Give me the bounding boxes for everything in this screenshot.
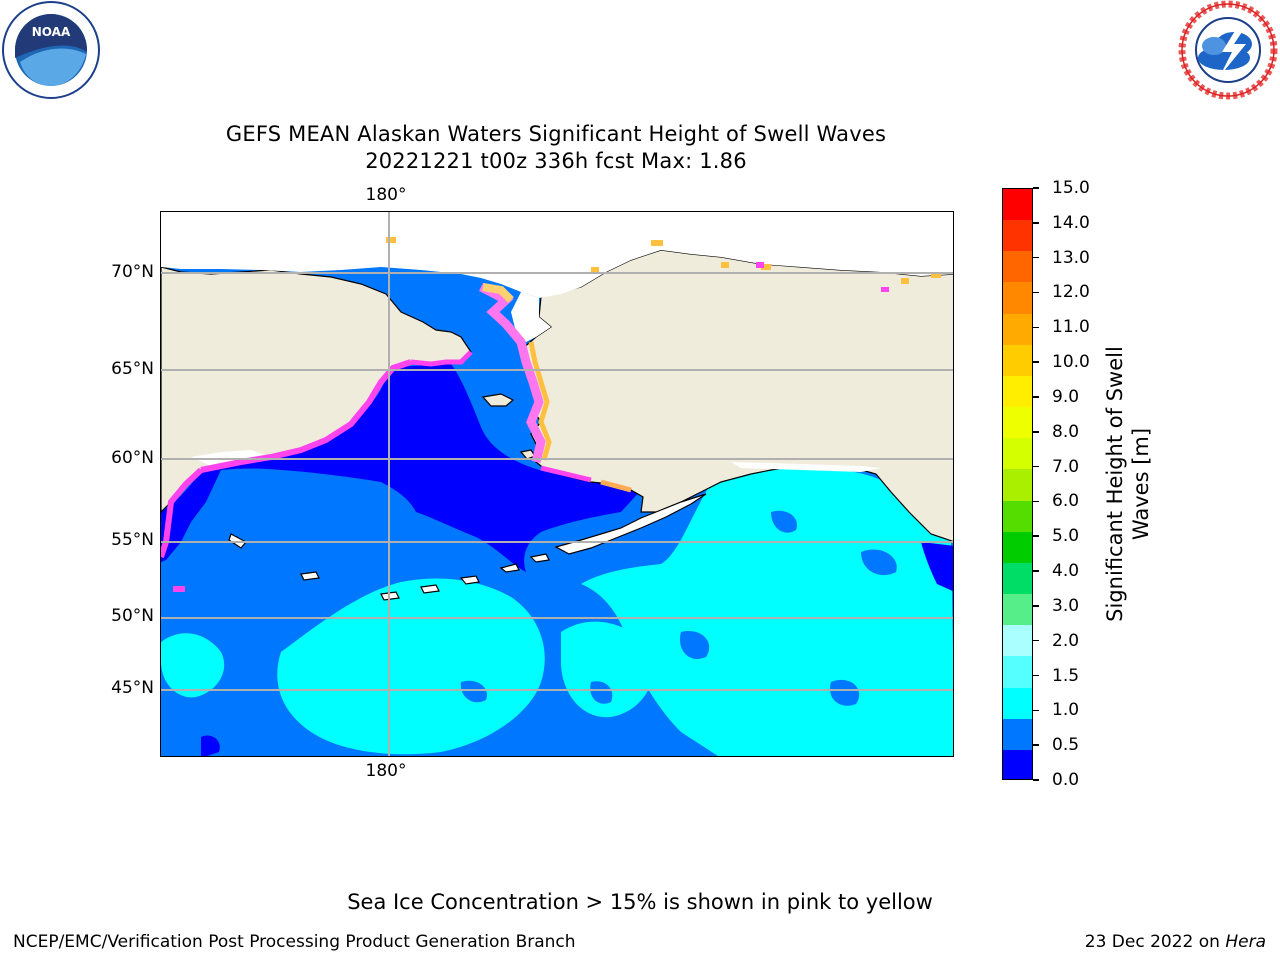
colorbar-tick-label: 5.0	[1052, 526, 1080, 547]
colorbar-tick-label: 10.0	[1052, 352, 1090, 373]
colorbar-tick-label: 12.0	[1052, 282, 1090, 303]
nws-logo	[1178, 0, 1278, 100]
colorbar-tick-mark	[1033, 709, 1039, 712]
colorbar-segment	[1003, 344, 1032, 377]
lat-label-55: 55°N	[111, 530, 154, 550]
swell-1-1.5m-regions	[161, 463, 953, 756]
colorbar-tick-mark	[1033, 361, 1039, 363]
colorbar-tick-mark	[1033, 326, 1039, 329]
colorbar-segment	[1003, 220, 1032, 252]
colorbar-tick-label: 11.0	[1052, 317, 1090, 338]
lon-label-top: 180°	[365, 185, 407, 205]
colorbar-tick-mark	[1033, 256, 1039, 259]
colorbar-segment	[1003, 282, 1032, 315]
colorbar-segment	[1003, 656, 1032, 689]
lat-label-60: 60°N	[111, 448, 154, 468]
colorbar-segment	[1003, 375, 1032, 408]
colorbar-tick-mark	[1033, 605, 1039, 607]
colorbar-tick-mark	[1033, 291, 1039, 294]
colorbar-tick-mark	[1033, 779, 1039, 781]
colorbar-tick-label: 6.0	[1052, 491, 1080, 512]
swell-0-0.5m-bering	[161, 364, 953, 756]
lat-label-45: 45°N	[111, 678, 154, 698]
colorbar-segment	[1003, 594, 1032, 626]
colorbar-title: Significant Height of Swell Waves [m]	[1103, 346, 1153, 622]
colorbar-segment	[1003, 562, 1032, 595]
footer-date: 23 Dec 2022 on Hera	[1085, 932, 1266, 952]
colorbar-tick-mark	[1033, 465, 1039, 468]
colorbar-tick-label: 7.0	[1052, 456, 1080, 477]
colorbar-segment	[1003, 749, 1032, 779]
colorbar-tick-mark	[1033, 187, 1039, 189]
colorbar-segment	[1003, 687, 1032, 720]
lon-label-bottom: 180°	[365, 761, 407, 781]
colorbar-tick-label: 3.0	[1052, 595, 1080, 616]
colorbar-tick-mark	[1033, 744, 1039, 746]
colorbar-segment	[1003, 718, 1032, 751]
footer-date-text: 23 Dec 2022 on	[1084, 932, 1220, 952]
colorbar-tick-label: 0.0	[1052, 770, 1080, 790]
colorbar-segment	[1003, 469, 1032, 502]
colorbar-segment	[1003, 313, 1032, 346]
colorbar-tick-mark	[1033, 535, 1039, 537]
colorbar-segment	[1003, 189, 1032, 221]
colorbar-tick-label: 8.0	[1052, 421, 1080, 442]
colorbar-tick-label: 14.0	[1052, 212, 1090, 233]
chart-subtitle: 20221221 t00z 336h fcst Max: 1.86	[365, 149, 747, 173]
colorbar-tick-label: 15.0	[1052, 178, 1090, 198]
lat-label-50: 50°N	[111, 606, 154, 626]
lat-label-65: 65°N	[111, 359, 154, 379]
colorbar-tick-label: 9.0	[1052, 386, 1080, 407]
chart-title: GEFS MEAN Alaskan Waters Significant Hei…	[225, 122, 887, 146]
noaa-logo: NOAA	[2, 1, 100, 99]
colorbar-segment	[1003, 625, 1032, 657]
colorbar-segment	[1003, 531, 1032, 564]
graticule	[161, 212, 953, 756]
colorbar-tick-mark	[1033, 639, 1039, 642]
sea-ice-note: Sea Ice Concentration > 15% is shown in …	[347, 890, 933, 914]
colorbar-tick-mark	[1033, 674, 1039, 677]
noaa-logo-text: NOAA	[32, 25, 71, 39]
sea-ice-edges	[161, 282, 632, 558]
colorbar-tick-label: 4.0	[1052, 561, 1080, 582]
colorbar-segment	[1003, 251, 1032, 284]
land-masses	[161, 239, 953, 542]
colorbar-tick-mark	[1033, 222, 1039, 224]
colorbar	[1002, 188, 1033, 780]
colorbar-tick-mark	[1033, 431, 1039, 433]
colorbar-segment	[1003, 438, 1032, 470]
colorbar-tick-label: 13.0	[1052, 247, 1090, 268]
lat-label-70: 70°N	[111, 262, 154, 282]
colorbar-tick-label: 1.5	[1052, 665, 1080, 686]
footer-host: Hera	[1225, 932, 1266, 952]
swell-0.5-1m-patches	[460, 510, 897, 706]
colorbar-segment	[1003, 500, 1032, 533]
colorbar-tick-mark	[1033, 396, 1039, 398]
sea-ice-pink-patches	[173, 262, 889, 592]
footer-branch: NCEP/EMC/Verification Post Processing Pr…	[13, 932, 576, 952]
colorbar-segment	[1003, 407, 1032, 439]
colorbar-tick-label: 1.0	[1052, 700, 1080, 721]
swell-height-map	[160, 211, 954, 757]
colorbar-tick-label: 2.0	[1052, 630, 1080, 651]
sea-ice-patches	[386, 237, 941, 284]
colorbar-tick-mark	[1033, 570, 1039, 572]
colorbar-tick-mark	[1033, 500, 1039, 503]
colorbar-tick-label: 0.5	[1052, 735, 1080, 756]
